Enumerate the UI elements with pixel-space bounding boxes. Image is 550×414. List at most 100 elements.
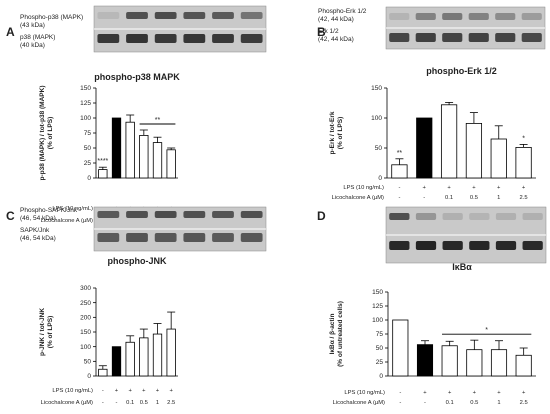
y-tick-label: 100	[80, 115, 91, 122]
condition-value: +	[472, 185, 476, 191]
blot-band	[126, 211, 148, 218]
blot-band	[415, 241, 437, 250]
blot-band	[126, 12, 148, 19]
bar	[465, 123, 483, 179]
bar-chart: 0 50 100 150 200 250 300 p-JNK / tot-JNK (% of L…	[39, 285, 178, 380]
y-tick-label: 50	[84, 145, 92, 152]
condition-value: -	[102, 400, 104, 406]
y-tick-label: 125	[80, 100, 91, 107]
y-tick-label: 150	[80, 329, 91, 336]
y-axis-label: (% of LPS)	[337, 117, 344, 150]
condition-label: Licochalcone A (µM)	[332, 195, 384, 201]
blot-weight: (46, 54 kDa)	[20, 235, 56, 242]
condition-label: LPS (10 ng/mL)	[52, 388, 93, 394]
y-tick-label: 200	[80, 315, 91, 322]
condition-value: 1	[497, 195, 500, 201]
blot-band	[521, 13, 542, 20]
bar	[152, 142, 163, 179]
blot-band	[389, 213, 410, 220]
western-blot	[93, 206, 267, 252]
y-tick-label: 300	[80, 285, 91, 292]
bar-chart: 0 25 50 75 100 125 150 p-p38 (MAPK) / tot-p38 (…	[39, 85, 178, 182]
blot-band	[183, 211, 206, 218]
blot-weight: (43 kDa)	[20, 22, 45, 29]
condition-value: 1	[497, 400, 500, 406]
blot-band	[97, 233, 120, 242]
blot-band	[126, 34, 148, 43]
panel-a: A Phospho-p38 (MAPK)(43 kDa) p38 (MAPK)(40…	[6, 5, 267, 224]
blot-band	[154, 233, 177, 242]
y-tick-label: 75	[376, 331, 384, 338]
panel-c: C Phospho-SAPK/Jnk(46, 54 kDa)SAPK/Jnk(46…	[6, 206, 267, 406]
bar	[392, 319, 409, 377]
blot-band	[469, 241, 490, 250]
blot-band	[97, 211, 120, 218]
blot-band	[468, 33, 489, 42]
y-tick-label: 0	[378, 175, 382, 182]
condition-value: +	[142, 388, 146, 394]
blot-label: Phospho-p38 (MAPK)	[20, 14, 83, 21]
y-axis-label: p-p38 (MAPK) / tot-p38 (MAPK)	[39, 86, 46, 181]
blot-band	[442, 33, 463, 42]
condition-table: LPS (10 ng/mL) - + + + + + Licochalcone A (µM) -…	[333, 390, 528, 406]
bar	[111, 346, 122, 377]
y-tick-label: 150	[80, 85, 91, 92]
bar	[515, 354, 532, 377]
blot-band	[183, 12, 206, 19]
chart-title: phospho-p38 MAPK	[94, 72, 180, 82]
blot-band	[240, 211, 263, 218]
y-tick-label: 0	[87, 175, 91, 182]
condition-value: 2.5	[167, 400, 175, 406]
y-tick-label: 150	[371, 85, 382, 92]
condition-table: LPS (10 ng/mL) - + + + + + Licochalcone A (µM) -…	[332, 185, 528, 201]
condition-value: -	[423, 195, 425, 201]
y-tick-label: 125	[372, 303, 383, 310]
condition-value: -	[399, 400, 401, 406]
bar	[125, 341, 135, 377]
blot-band	[442, 13, 463, 20]
bar	[166, 149, 176, 179]
condition-value: +	[522, 185, 526, 191]
blot-label: SAPK/Jnk	[20, 227, 50, 234]
panel-letter: C	[6, 209, 15, 223]
bar-chart: 0 25 50 75 100 125 150 IκBα / β-actin (% of untr…	[329, 289, 536, 380]
y-tick-label: 250	[80, 300, 91, 307]
western-blot	[385, 6, 546, 50]
y-axis-label: IκBα / β-actin	[329, 314, 336, 355]
blot-band	[442, 213, 463, 220]
blot-band	[212, 211, 234, 218]
blot-band	[521, 33, 542, 42]
condition-value: -	[398, 185, 400, 191]
blot-band	[522, 213, 543, 220]
blot-band	[495, 213, 517, 220]
condition-value: 0.5	[140, 400, 148, 406]
blot-band	[415, 33, 436, 42]
bar	[111, 117, 122, 179]
blot-band	[389, 241, 410, 250]
y-tick-label: 0	[379, 373, 383, 380]
blot-band	[97, 12, 120, 19]
bar	[416, 344, 434, 377]
condition-value: -	[116, 400, 118, 406]
y-tick-label: 100	[371, 115, 382, 122]
blot-weight: (42, 44 kDa)	[318, 36, 354, 43]
condition-value: 0.5	[470, 400, 478, 406]
bar	[152, 333, 163, 377]
blot-band	[212, 34, 234, 43]
y-tick-label: 50	[375, 145, 383, 152]
condition-value: +	[447, 185, 451, 191]
blot-band	[212, 233, 234, 242]
condition-value: +	[128, 388, 132, 394]
blot-band	[468, 13, 489, 20]
condition-value: +	[497, 390, 501, 396]
y-axis-label: (% of untreated cells)	[337, 301, 344, 367]
blot-band	[154, 211, 177, 218]
significance-mark: *	[522, 135, 525, 142]
condition-value: +	[522, 390, 526, 396]
blot-weight: (46, 54 kDa)	[20, 215, 56, 222]
panel-letter: A	[6, 25, 15, 39]
western-blot	[93, 5, 267, 53]
y-axis-label: (% of LPS)	[47, 117, 54, 150]
